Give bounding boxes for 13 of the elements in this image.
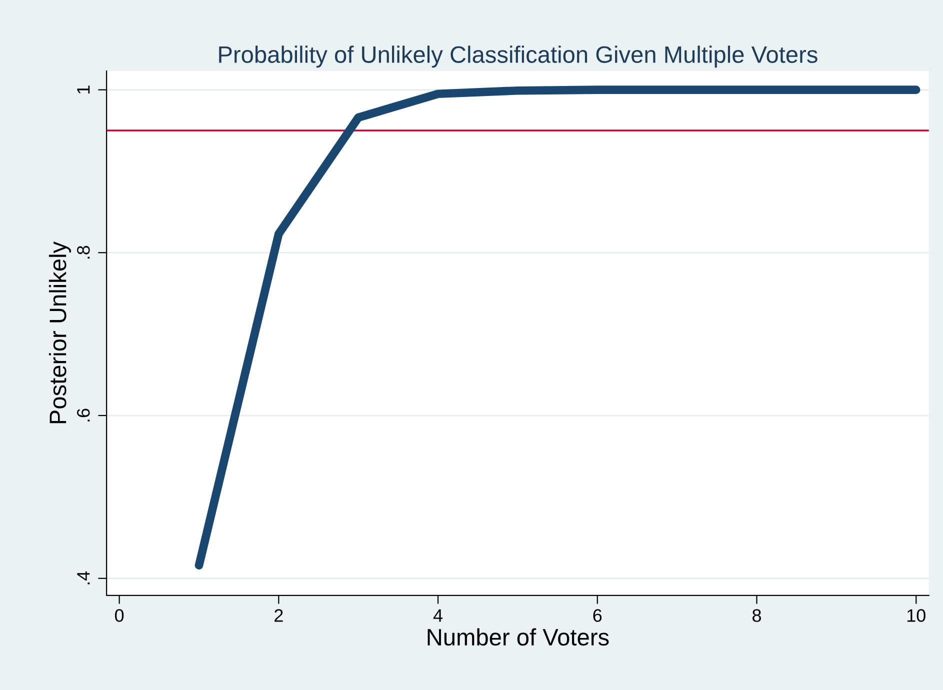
x-axis-title: Number of Voters <box>428 628 609 646</box>
y-tick-label: .4 <box>77 571 90 584</box>
y-tick-label: .8 <box>77 246 90 259</box>
x-tick-label: 10 <box>907 609 926 622</box>
x-tick-label: 2 <box>274 609 283 622</box>
chart-title: Probability of Unlikely Classification Given Multiple Voters <box>219 46 818 68</box>
y-tick-label: 1 <box>77 86 90 94</box>
x-tick-label: 8 <box>752 609 761 622</box>
y-tick-label: .6 <box>77 408 90 422</box>
y-axis-title: Posterior Unlikely <box>48 241 71 424</box>
x-tick-label: 6 <box>593 609 602 622</box>
x-tick-label: 0 <box>114 609 124 622</box>
x-tick-label: 4 <box>433 609 443 622</box>
